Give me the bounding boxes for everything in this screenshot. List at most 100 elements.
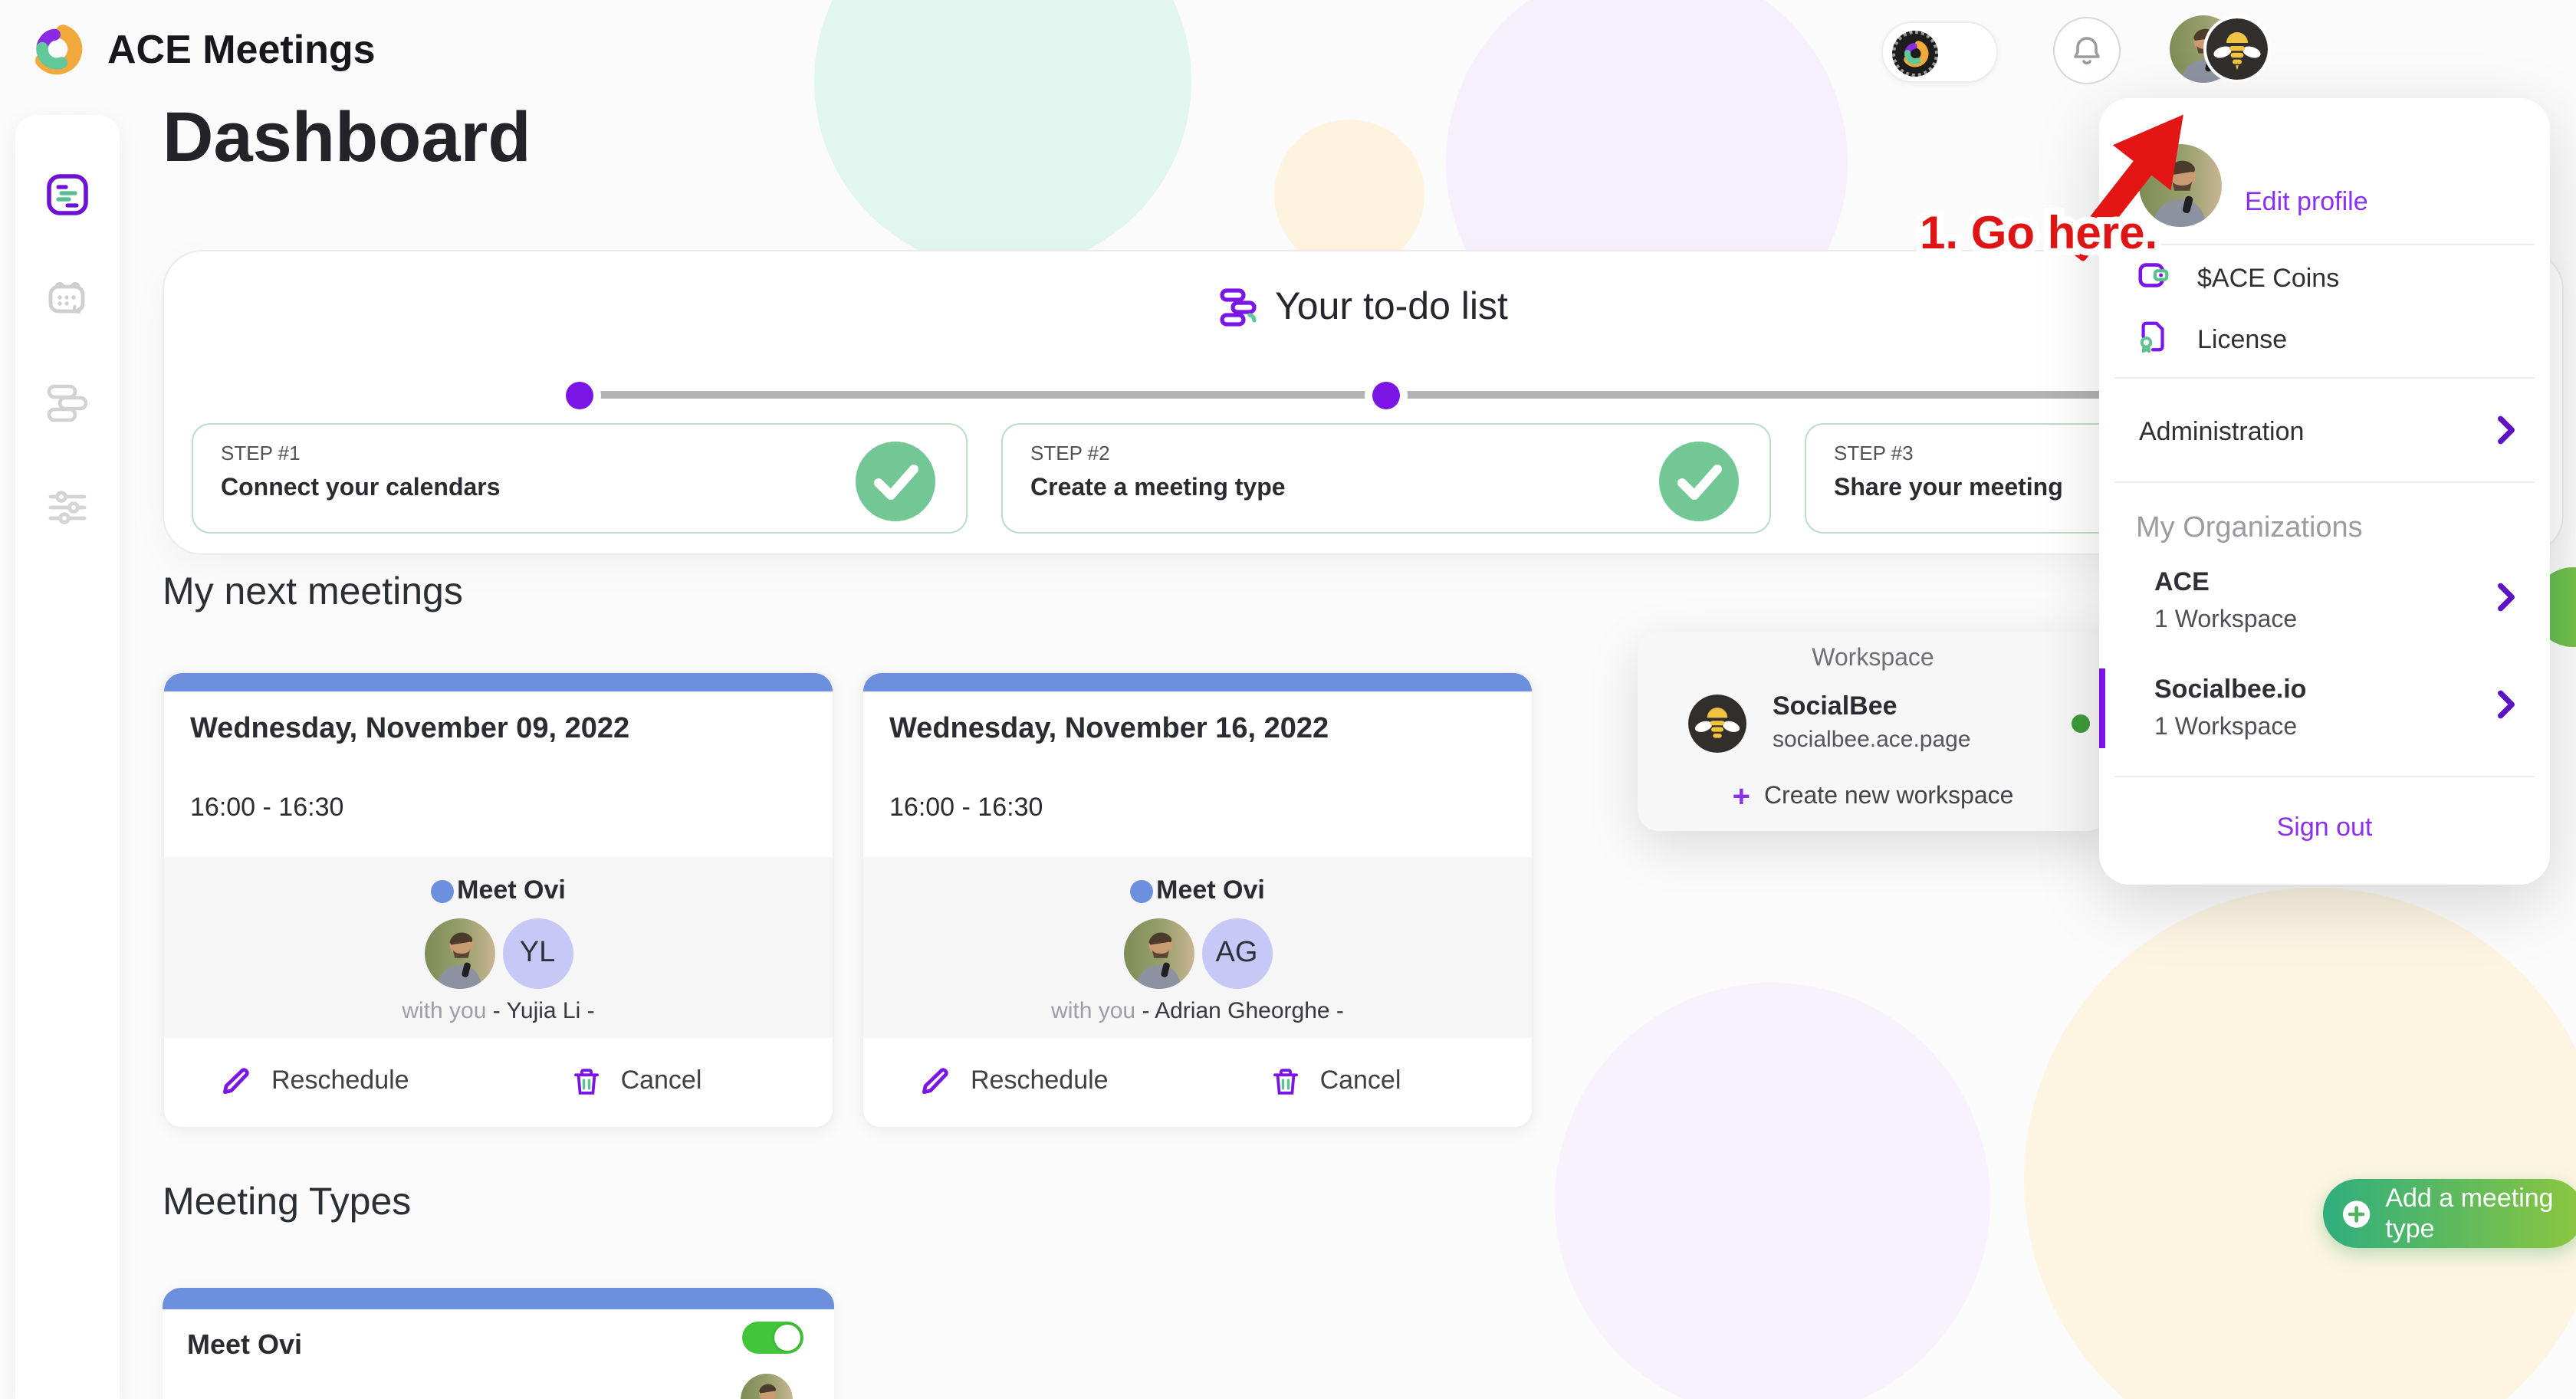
menu-divider — [2114, 244, 2535, 245]
decor-circle-yellow-small — [1274, 120, 1424, 270]
socialbee-bee-icon — [2206, 18, 2268, 80]
menu-item-ace-coins[interactable]: $ACE Coins — [2197, 264, 2340, 293]
organization-item-ace[interactable]: ACE 1 Workspace — [2099, 558, 2550, 642]
chevron-right-icon[interactable] — [2496, 690, 2516, 719]
decor-circle-mint — [814, 0, 1191, 270]
meeting-type-name: Meet Ovi — [1156, 875, 1265, 905]
guest-name: - Yujia Li - — [492, 998, 595, 1024]
step-title: Connect your calendars — [221, 475, 501, 501]
cancel-button[interactable]: Cancel — [1270, 1065, 1401, 1097]
todo-progress-line — [580, 391, 2404, 399]
workspace-name[interactable]: SocialBee — [1773, 691, 1898, 721]
workspace-logo — [1688, 695, 1746, 753]
guest-initials-avatar: YL — [502, 918, 573, 989]
workspace-pill-logo-icon — [1892, 31, 1938, 77]
card-color-bar — [163, 1288, 834, 1309]
organization-name: ACE — [2154, 567, 2210, 596]
meeting-card-footer: Reschedule Cancel — [863, 1035, 1532, 1127]
pencil-icon — [222, 1068, 249, 1095]
todo-header: Your to-do list — [164, 285, 2562, 330]
app-logo[interactable] — [28, 20, 86, 78]
meeting-participants: with you - Yujia Li - — [402, 998, 595, 1024]
sign-out-button[interactable]: Sign out — [2276, 813, 2373, 842]
workspace-selector-pill[interactable] — [1881, 21, 1998, 83]
meeting-type-owner-avatar — [741, 1374, 793, 1399]
todo-title: Your to-do list — [1275, 285, 1508, 328]
organization-item-socialbee[interactable]: Socialbee.io 1 Workspace — [2099, 665, 2550, 754]
meeting-participants: with you - Adrian Gheorghe - — [1051, 998, 1344, 1024]
meeting-list-icon — [47, 384, 88, 422]
meeting-details: Meet Ovi AG with you - Adrian Gheorghe - — [863, 857, 1532, 1038]
socialbee-avatar[interactable] — [2203, 15, 2271, 83]
workspace-url: socialbee.ace.page — [1773, 727, 1971, 753]
step-label: STEP #1 — [221, 442, 301, 465]
menu-divider — [2114, 776, 2535, 777]
host-avatar — [1123, 918, 1194, 989]
sidebar-item-settings[interactable] — [44, 484, 90, 530]
reschedule-button[interactable]: Reschedule — [219, 1064, 409, 1098]
guest-name: - Adrian Gheorghe - — [1142, 998, 1344, 1024]
bell-icon — [2074, 37, 2100, 65]
meeting-date: Wednesday, November 09, 2022 — [190, 713, 630, 745]
settings-sliders-icon — [48, 491, 87, 524]
todo-step-2[interactable]: STEP #2 Create a meeting type — [1001, 423, 1771, 534]
step-label: STEP #3 — [1834, 442, 1914, 465]
meeting-type-toggle[interactable] — [742, 1322, 803, 1354]
workspace-status-dot — [2072, 714, 2090, 733]
meeting-time: 16:00 - 16:30 — [190, 793, 344, 822]
sidebar — [15, 115, 120, 1399]
cancel-button[interactable]: Cancel — [570, 1065, 702, 1097]
sidebar-item-meeting-types[interactable] — [44, 380, 90, 426]
meeting-card: Wednesday, November 16, 2022 16:00 - 16:… — [862, 672, 1533, 1128]
trash-icon — [1273, 1068, 1298, 1094]
create-workspace-button[interactable]: + Create new workspace — [1732, 780, 2014, 814]
account-menu: Edit profile $ACE Coins License Administ… — [2099, 98, 2550, 885]
card-color-bar — [863, 673, 1532, 691]
reschedule-button[interactable]: Reschedule — [918, 1064, 1109, 1098]
check-circle-icon — [1659, 442, 1739, 521]
check-circle-icon — [856, 442, 935, 521]
decor-circle-cream — [2024, 888, 2576, 1399]
guest-initials-avatar: AG — [1201, 918, 1272, 989]
organization-workspaces: 1 Workspace — [2154, 714, 2298, 741]
sidebar-item-dashboard[interactable] — [44, 172, 90, 218]
selected-org-indicator — [2099, 668, 2105, 748]
edit-profile-link[interactable]: Edit profile — [2245, 187, 2368, 216]
plus-icon: + — [1732, 780, 1750, 814]
decor-circle-purple-bottom — [1555, 983, 1990, 1399]
socialbee-bee-icon — [1688, 695, 1746, 753]
meeting-type-dot — [431, 879, 455, 902]
meeting-type-name: Meet Ovi — [187, 1329, 303, 1360]
toggle-knob — [774, 1325, 800, 1351]
annotation-label: 1. Go here. — [1917, 200, 2164, 265]
calendar-sync-icon — [48, 281, 85, 314]
host-avatar — [424, 918, 495, 989]
todo-step-1[interactable]: STEP #1 Connect your calendars — [192, 423, 968, 534]
sidebar-item-calendar[interactable] — [44, 276, 90, 322]
plus-circle-icon — [2343, 1200, 2371, 1227]
organization-workspaces: 1 Workspace — [2154, 607, 2298, 633]
meeting-type-name: Meet Ovi — [457, 875, 566, 905]
meetings-heading: My next meetings — [163, 570, 463, 613]
chevron-right-icon[interactable] — [2496, 415, 2516, 445]
menu-divider — [2114, 377, 2535, 379]
menu-item-license[interactable]: License — [2197, 325, 2288, 354]
meeting-card-footer: Reschedule Cancel — [164, 1035, 833, 1127]
chevron-right-icon[interactable] — [2496, 583, 2516, 612]
dashboard-icon — [47, 174, 88, 215]
meeting-types-heading: Meeting Types — [163, 1181, 412, 1223]
add-meeting-type-button[interactable]: Add a meeting type — [2323, 1179, 2576, 1248]
meeting-type-card: Meet Ovi — [163, 1288, 834, 1399]
organization-name: Socialbee.io — [2154, 675, 2307, 704]
notifications-button[interactable] — [2053, 17, 2121, 84]
meeting-date: Wednesday, November 16, 2022 — [889, 713, 1329, 745]
trash-icon — [573, 1068, 599, 1094]
menu-divider — [2114, 481, 2535, 483]
workspace-popover-title: Workspace — [1812, 645, 1934, 672]
menu-item-administration[interactable]: Administration — [2139, 417, 2305, 446]
meeting-card: Wednesday, November 09, 2022 16:00 - 16:… — [163, 672, 834, 1128]
annotation-arrow — [2066, 114, 2183, 261]
wallet-icon — [2138, 263, 2169, 287]
todo-progress-dot-1 — [566, 382, 593, 409]
